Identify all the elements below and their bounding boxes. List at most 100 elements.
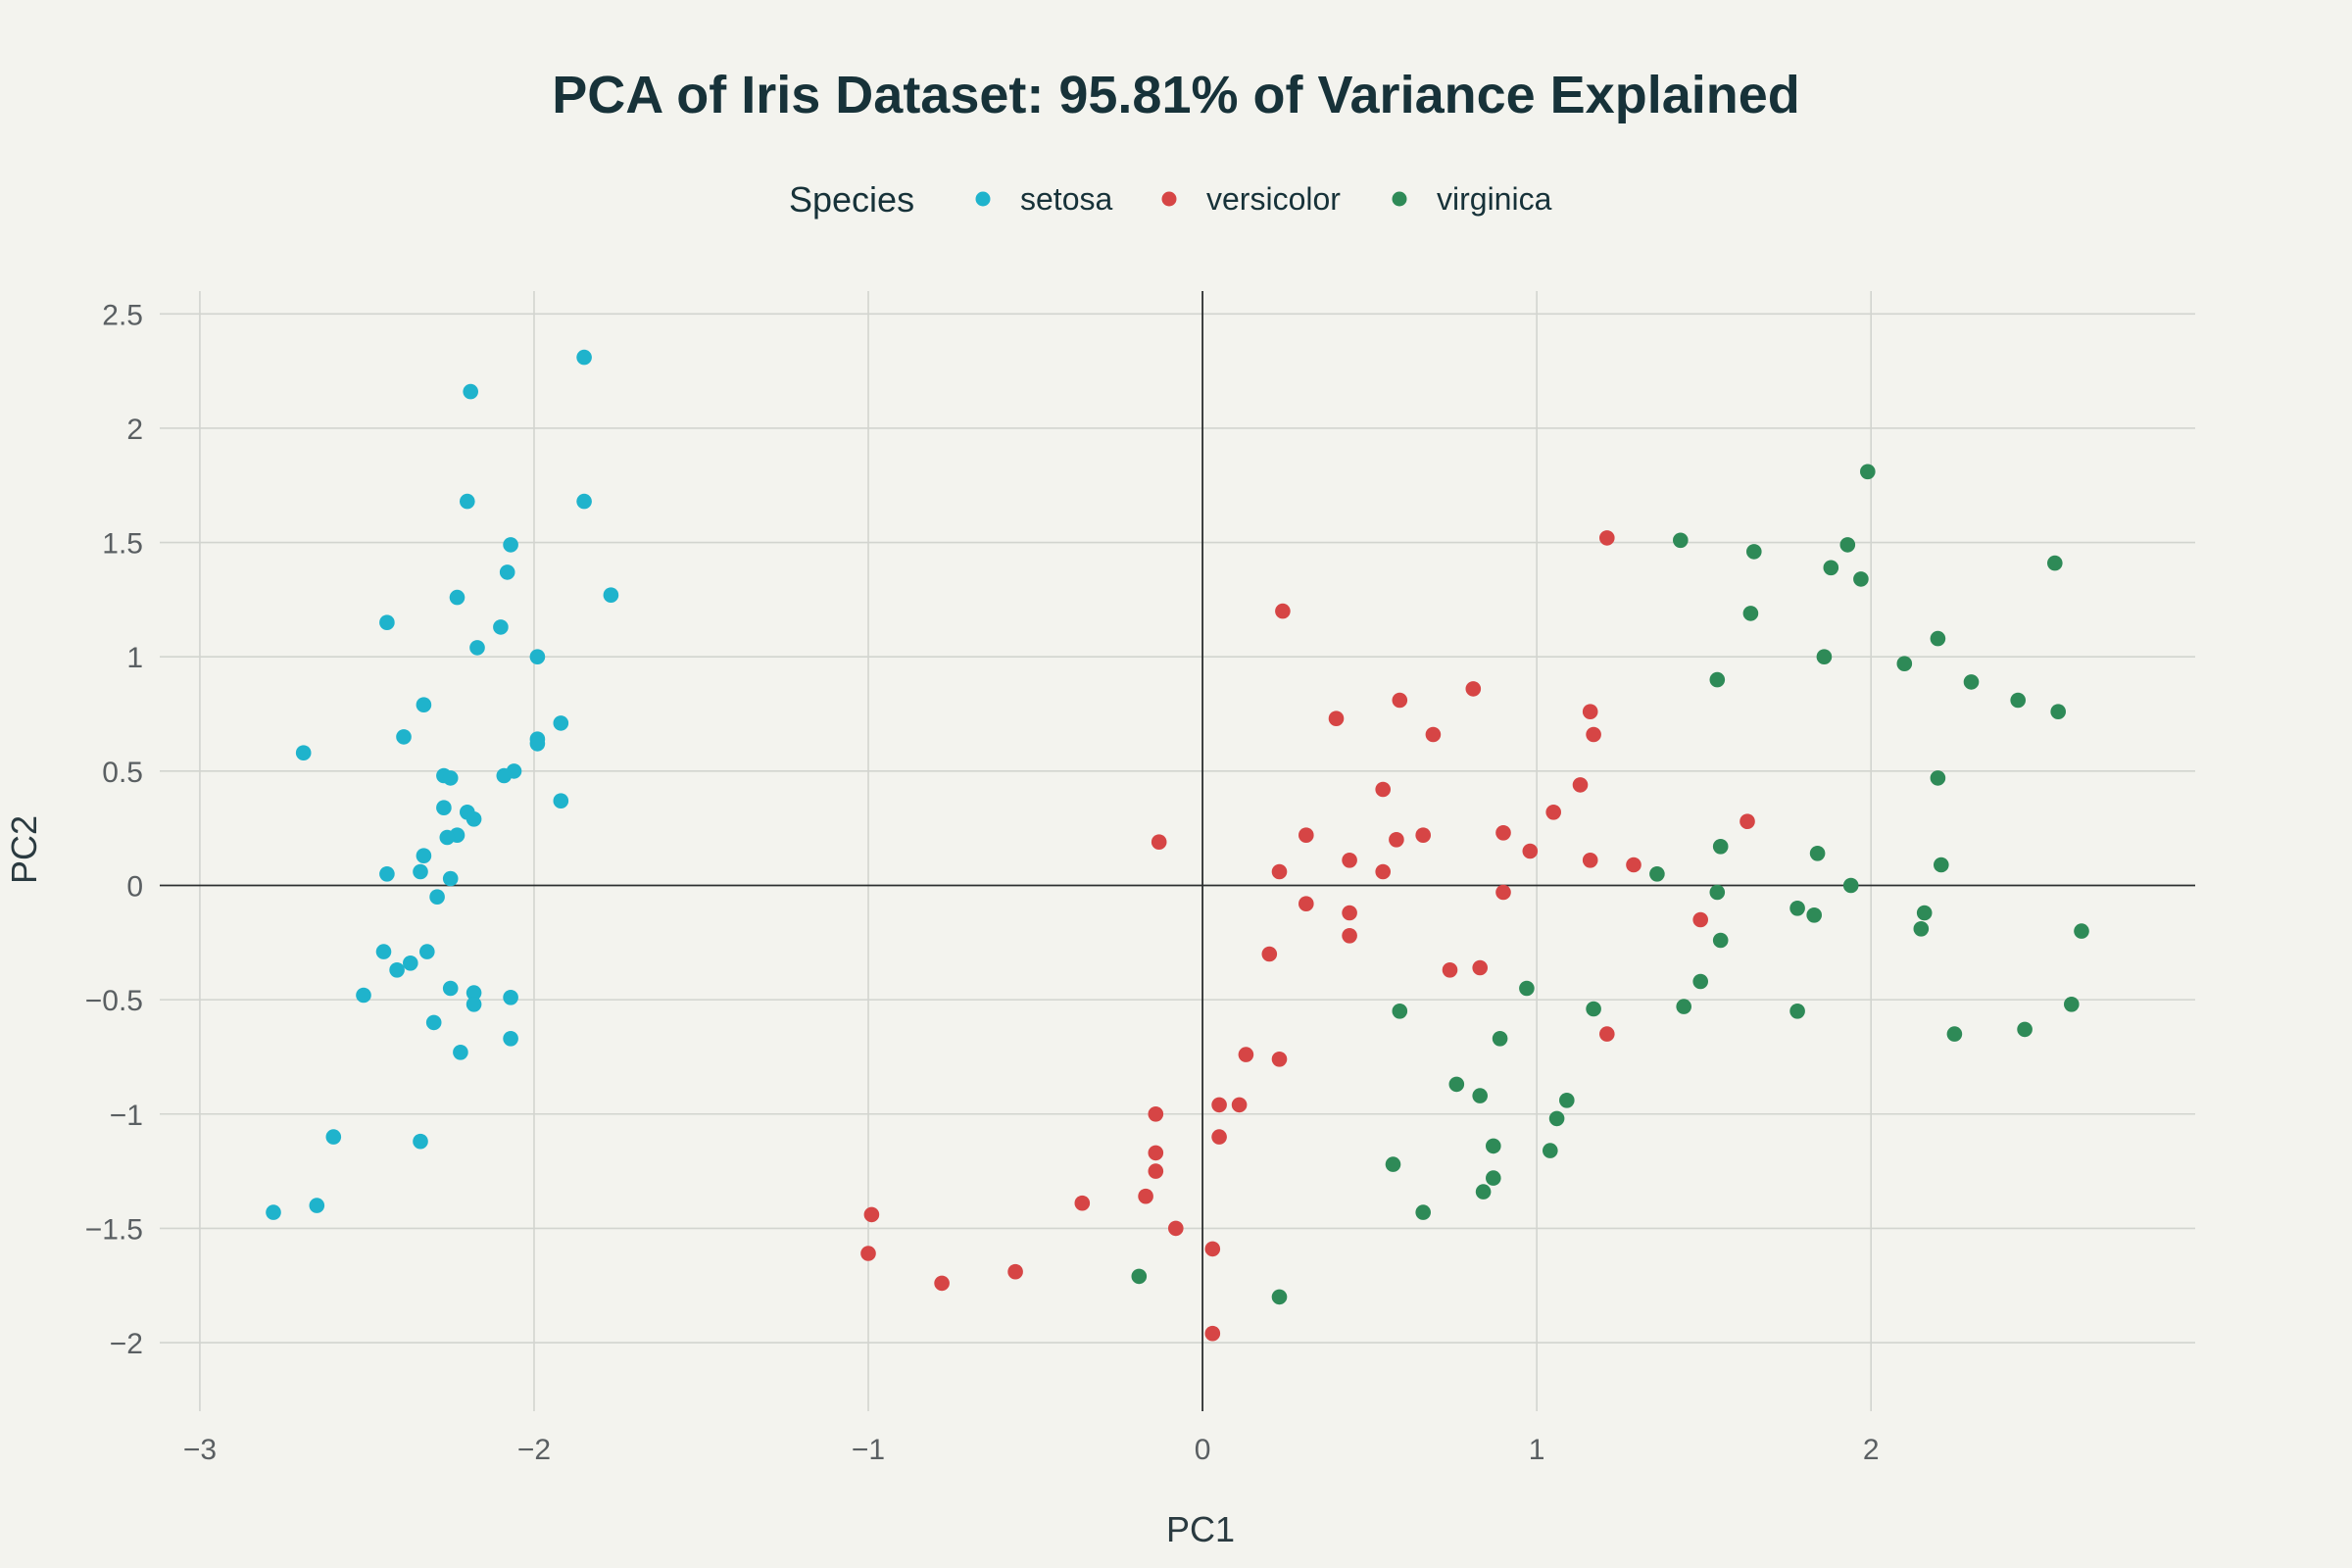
legend-item-virginica[interactable]: virginica bbox=[1392, 181, 1552, 217]
point-virginica[interactable] bbox=[2050, 704, 2066, 719]
point-setosa[interactable] bbox=[416, 848, 432, 863]
point-versicolor[interactable] bbox=[1389, 832, 1404, 848]
point-setosa[interactable] bbox=[453, 1045, 468, 1060]
point-versicolor[interactable] bbox=[934, 1275, 950, 1292]
point-versicolor[interactable] bbox=[1211, 1129, 1227, 1145]
point-setosa[interactable] bbox=[503, 1031, 518, 1047]
point-versicolor[interactable] bbox=[1582, 704, 1598, 719]
point-virginica[interactable] bbox=[1930, 770, 1946, 786]
point-setosa[interactable] bbox=[309, 1198, 325, 1213]
point-virginica[interactable] bbox=[1896, 656, 1913, 671]
point-virginica[interactable] bbox=[1842, 877, 1859, 894]
point-setosa[interactable] bbox=[466, 985, 482, 1001]
point-virginica[interactable] bbox=[1860, 464, 1876, 480]
point-virginica[interactable] bbox=[1392, 1004, 1408, 1019]
point-virginica[interactable] bbox=[1548, 1110, 1565, 1127]
point-virginica[interactable] bbox=[1543, 1143, 1558, 1158]
point-setosa[interactable] bbox=[325, 1129, 342, 1145]
point-versicolor[interactable] bbox=[1298, 896, 1314, 911]
point-versicolor[interactable] bbox=[1211, 1097, 1227, 1113]
point-setosa[interactable] bbox=[553, 715, 569, 731]
point-virginica[interactable] bbox=[1649, 866, 1665, 882]
point-setosa[interactable] bbox=[460, 493, 475, 510]
point-versicolor[interactable] bbox=[1204, 1241, 1221, 1257]
point-virginica[interactable] bbox=[1559, 1093, 1575, 1108]
point-virginica[interactable] bbox=[1913, 921, 1930, 937]
point-setosa[interactable] bbox=[439, 829, 456, 846]
point-versicolor[interactable] bbox=[1148, 1163, 1164, 1179]
point-virginica[interactable] bbox=[1676, 999, 1691, 1014]
point-virginica[interactable] bbox=[1475, 1184, 1492, 1200]
point-versicolor[interactable] bbox=[1151, 834, 1167, 850]
point-virginica[interactable] bbox=[1709, 671, 1726, 688]
point-virginica[interactable] bbox=[1415, 1204, 1431, 1220]
point-virginica[interactable] bbox=[1586, 1001, 1601, 1017]
point-setosa[interactable] bbox=[295, 745, 312, 760]
point-virginica[interactable] bbox=[1839, 537, 1856, 553]
point-versicolor[interactable] bbox=[1415, 827, 1431, 843]
point-setosa[interactable] bbox=[379, 614, 395, 630]
point-virginica[interactable] bbox=[1472, 1088, 1488, 1103]
point-versicolor[interactable] bbox=[860, 1246, 876, 1261]
point-versicolor[interactable] bbox=[1442, 962, 1458, 978]
point-virginica[interactable] bbox=[1492, 1031, 1508, 1047]
point-setosa[interactable] bbox=[396, 729, 412, 745]
point-setosa[interactable] bbox=[529, 736, 546, 752]
point-setosa[interactable] bbox=[463, 383, 479, 400]
point-versicolor[interactable] bbox=[1572, 777, 1589, 793]
point-versicolor[interactable] bbox=[1375, 781, 1391, 798]
point-setosa[interactable] bbox=[419, 944, 435, 959]
legend-item-setosa[interactable]: setosa bbox=[975, 181, 1113, 217]
point-virginica[interactable] bbox=[2010, 692, 2026, 709]
point-versicolor[interactable] bbox=[1582, 853, 1598, 868]
point-setosa[interactable] bbox=[503, 990, 518, 1005]
point-setosa[interactable] bbox=[576, 349, 592, 366]
point-setosa[interactable] bbox=[442, 870, 459, 887]
point-versicolor[interactable] bbox=[1168, 1220, 1184, 1237]
point-setosa[interactable] bbox=[375, 944, 392, 959]
point-versicolor[interactable] bbox=[1599, 1026, 1615, 1042]
point-versicolor[interactable] bbox=[1148, 1145, 1164, 1161]
point-virginica[interactable] bbox=[1448, 1076, 1465, 1093]
point-virginica[interactable] bbox=[1746, 544, 1762, 560]
point-virginica[interactable] bbox=[1519, 980, 1535, 997]
point-versicolor[interactable] bbox=[1275, 603, 1291, 619]
point-virginica[interactable] bbox=[1712, 839, 1729, 855]
point-setosa[interactable] bbox=[496, 767, 513, 784]
point-virginica[interactable] bbox=[1963, 674, 1980, 690]
point-setosa[interactable] bbox=[466, 997, 482, 1012]
point-versicolor[interactable] bbox=[1692, 911, 1708, 928]
point-virginica[interactable] bbox=[1486, 1138, 1501, 1154]
point-versicolor[interactable] bbox=[1298, 827, 1314, 843]
point-setosa[interactable] bbox=[413, 863, 428, 880]
point-versicolor[interactable] bbox=[1007, 1263, 1023, 1280]
point-versicolor[interactable] bbox=[1472, 959, 1488, 976]
point-setosa[interactable] bbox=[403, 956, 418, 971]
point-virginica[interactable] bbox=[1934, 857, 1949, 873]
point-virginica[interactable] bbox=[1673, 532, 1689, 549]
point-virginica[interactable] bbox=[1930, 630, 1946, 647]
point-versicolor[interactable] bbox=[1342, 905, 1357, 921]
point-versicolor[interactable] bbox=[1740, 813, 1755, 829]
point-setosa[interactable] bbox=[425, 1014, 442, 1031]
point-versicolor[interactable] bbox=[1522, 843, 1539, 859]
point-versicolor[interactable] bbox=[1425, 726, 1442, 743]
point-versicolor[interactable] bbox=[1231, 1097, 1248, 1113]
point-virginica[interactable] bbox=[1806, 907, 1822, 923]
point-setosa[interactable] bbox=[503, 537, 518, 553]
point-versicolor[interactable] bbox=[1545, 805, 1561, 820]
point-versicolor[interactable] bbox=[1342, 928, 1357, 944]
point-versicolor[interactable] bbox=[1148, 1106, 1164, 1122]
point-setosa[interactable] bbox=[356, 987, 371, 1004]
point-versicolor[interactable] bbox=[1392, 692, 1408, 709]
point-virginica[interactable] bbox=[1692, 973, 1708, 990]
point-setosa[interactable] bbox=[469, 640, 485, 656]
point-versicolor[interactable] bbox=[1586, 726, 1601, 743]
point-virginica[interactable] bbox=[1712, 932, 1729, 949]
point-setosa[interactable] bbox=[416, 697, 432, 712]
point-virginica[interactable] bbox=[1742, 606, 1759, 621]
point-versicolor[interactable] bbox=[1495, 825, 1511, 841]
point-setosa[interactable] bbox=[429, 889, 445, 905]
point-setosa[interactable] bbox=[379, 866, 395, 882]
point-virginica[interactable] bbox=[1789, 901, 1805, 916]
